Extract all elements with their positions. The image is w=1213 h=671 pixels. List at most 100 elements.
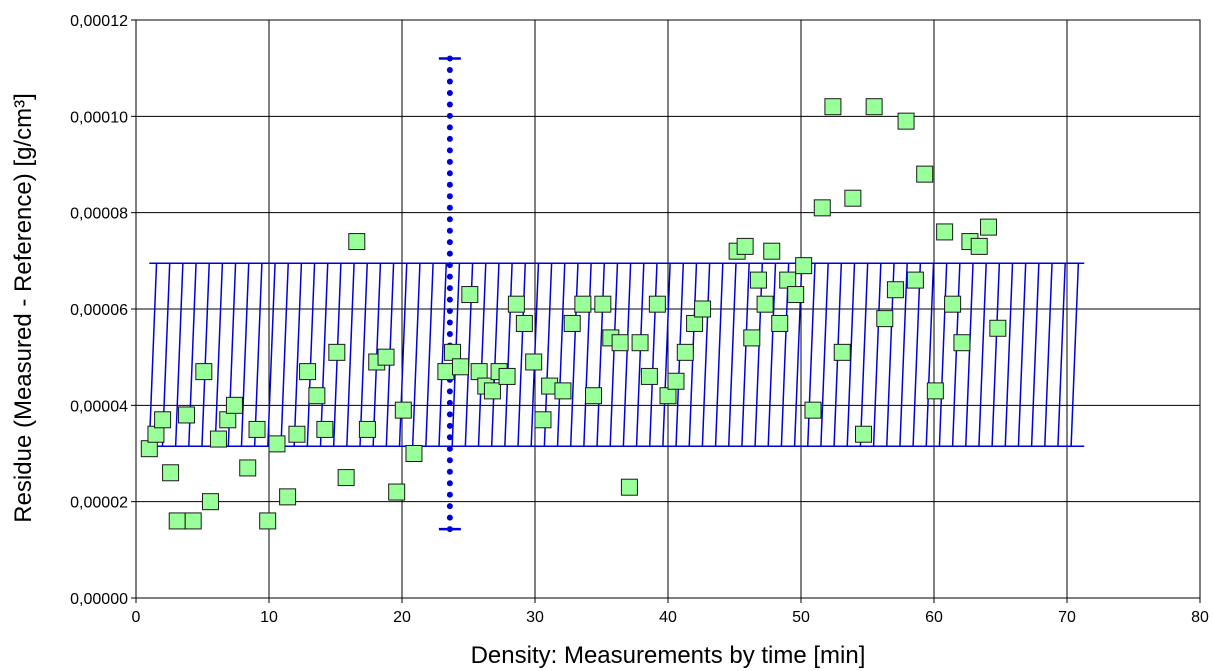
data-point — [563, 314, 581, 332]
data-point — [667, 372, 685, 390]
band-hatch-line — [1004, 263, 1014, 447]
data-point — [168, 512, 186, 530]
band-hatch-line — [490, 263, 500, 447]
data-point — [631, 334, 649, 352]
data-point — [749, 271, 767, 289]
band-hatch-line — [859, 263, 869, 447]
data-point — [288, 425, 306, 443]
x-tick-label: 0 — [132, 609, 141, 626]
x-tick-label: 80 — [1191, 609, 1209, 626]
x-tick-label: 30 — [526, 609, 544, 626]
band-hatch-line — [767, 263, 777, 447]
error-bar-dot — [446, 262, 453, 269]
data-point — [225, 396, 243, 414]
error-bar-dot — [446, 273, 453, 280]
data-point — [452, 358, 470, 376]
band-hatch-line — [978, 263, 987, 447]
y-tick-label: 0,00000 — [70, 591, 128, 608]
band-hatch-line — [662, 263, 671, 447]
data-point — [525, 353, 543, 371]
data-point — [594, 295, 612, 313]
band-hatch-line — [306, 263, 316, 447]
band-hatch-line — [1057, 263, 1066, 447]
data-point — [239, 459, 257, 477]
data-point — [585, 387, 603, 405]
error-bar-dot — [446, 526, 453, 533]
data-point — [483, 382, 501, 400]
error-bar-dot — [446, 101, 453, 108]
data-point — [743, 329, 761, 347]
y-axis-ticks: 0,00000 0,00002 0,00004 0,00006 0,00008 0,000… — [70, 13, 136, 608]
data-point — [201, 493, 219, 511]
band-hatch-line — [1044, 263, 1053, 447]
data-point — [694, 300, 712, 318]
band-hatch-line — [583, 263, 592, 447]
band-hatch-line — [701, 263, 711, 447]
data-point — [316, 420, 334, 438]
data-point — [498, 367, 516, 385]
data-point — [574, 295, 592, 313]
data-point — [659, 387, 677, 405]
x-tick-label: 50 — [792, 609, 810, 626]
data-point — [944, 295, 962, 313]
band-hatch-line — [1070, 263, 1080, 447]
data-point — [756, 295, 774, 313]
data-point — [405, 445, 423, 462]
data-point — [461, 286, 479, 304]
data-point — [736, 237, 754, 255]
y-tick-label: 0,00012 — [70, 13, 128, 30]
band-hatch-line — [648, 263, 658, 447]
band-hatch-line — [1030, 263, 1040, 447]
y-axis-title: Residue (Measured - Reference) [g/cm³] — [10, 93, 37, 523]
data-point — [328, 343, 346, 361]
data-point — [377, 348, 395, 366]
data-point — [844, 189, 862, 207]
data-point — [154, 411, 172, 429]
y-tick-label: 0,00010 — [70, 109, 128, 126]
data-point — [299, 363, 317, 381]
x-tick-label: 40 — [659, 609, 677, 626]
band-hatch-line — [727, 263, 737, 447]
data-point — [358, 420, 376, 438]
data-point — [886, 281, 904, 299]
x-axis-title: Density: Measurements by time [min] — [471, 642, 866, 669]
band-hatch-line — [596, 263, 606, 447]
error-bar-dot — [446, 388, 453, 395]
data-point — [337, 469, 355, 487]
error-bar-dot — [446, 480, 453, 487]
data-point — [259, 512, 277, 530]
error-bar-dot — [446, 514, 453, 521]
data-point — [437, 363, 455, 381]
error-bar-dot — [446, 216, 453, 223]
error-bar-dot — [446, 181, 453, 188]
data-point — [515, 314, 533, 332]
band-hatch-line — [280, 263, 289, 447]
data-point — [444, 343, 462, 361]
data-point — [795, 257, 813, 275]
data-point — [219, 411, 237, 429]
x-tick-label: 70 — [1058, 609, 1076, 626]
error-bar-dot — [446, 227, 453, 234]
error-bar-dot — [446, 296, 453, 303]
band-hatch-line — [635, 263, 645, 447]
band-hatch-line — [214, 263, 224, 447]
data-point — [833, 343, 851, 361]
data-point — [771, 314, 789, 332]
data-point — [209, 430, 227, 448]
data-point — [147, 425, 165, 443]
band-hatch-line — [951, 263, 961, 447]
data-point — [980, 218, 998, 236]
data-point — [676, 343, 694, 361]
data-point — [970, 237, 988, 255]
error-bar-dot — [446, 503, 453, 510]
band-hatch-line — [1017, 263, 1027, 447]
x-axis-ticks: 0 10 20 30 40 50 60 70 80 — [132, 598, 1209, 626]
data-point — [906, 271, 924, 289]
band-hatch-line — [504, 263, 513, 447]
error-bar-dot — [446, 78, 453, 85]
error-bar-dot — [446, 193, 453, 200]
data-point — [855, 425, 873, 443]
data-point — [916, 165, 934, 183]
data-point — [348, 233, 366, 251]
data-point — [926, 382, 944, 400]
